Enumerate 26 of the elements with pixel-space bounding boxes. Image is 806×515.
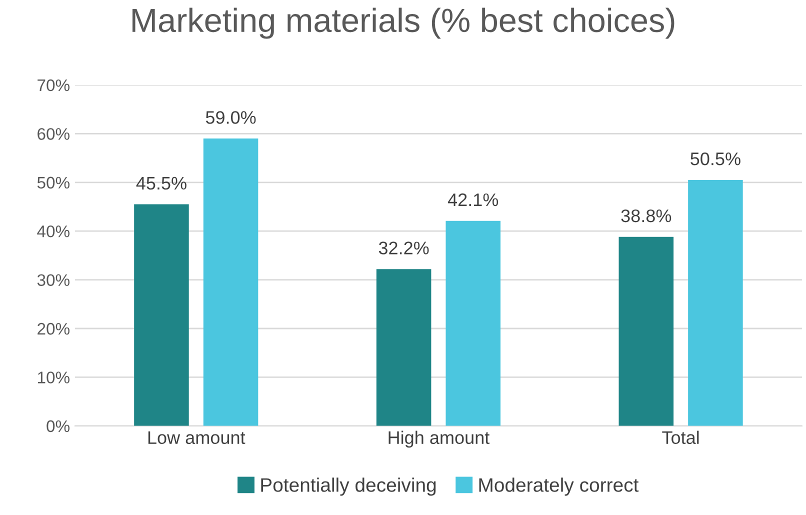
bar	[688, 180, 743, 426]
y-tick-label: 30%	[37, 274, 70, 286]
bar	[376, 269, 432, 426]
data-label: 45.5%	[136, 176, 186, 190]
y-tick-label: 0%	[46, 420, 70, 432]
y-tick-label: 70%	[38, 79, 70, 92]
bar	[618, 236, 674, 426]
bar	[446, 220, 500, 426]
legend-label: Potentially deceiving	[261, 478, 436, 496]
bar	[203, 138, 258, 426]
data-label: 38.8%	[621, 209, 672, 222]
y-tick-label: 20%	[38, 322, 70, 335]
data-label: 50.5%	[690, 152, 740, 166]
x-tick-label: Low amount	[148, 431, 246, 444]
y-tick-label: 40%	[37, 225, 70, 238]
legend-label: Moderately correct	[479, 478, 639, 496]
data-label: 32.2%	[378, 242, 429, 254]
chart-title: Marketing materials (% best choices)	[132, 8, 674, 39]
x-tick-label: High amount	[388, 430, 490, 448]
y-tick-label: 60%	[38, 128, 70, 140]
y-tick-label: 10%	[38, 372, 70, 384]
data-label: 42.1%	[448, 193, 498, 206]
data-label: 59.0%	[206, 111, 256, 124]
y-tick-label: 50%	[37, 176, 70, 189]
x-tick-label: Total	[662, 430, 699, 444]
bar	[134, 204, 189, 426]
